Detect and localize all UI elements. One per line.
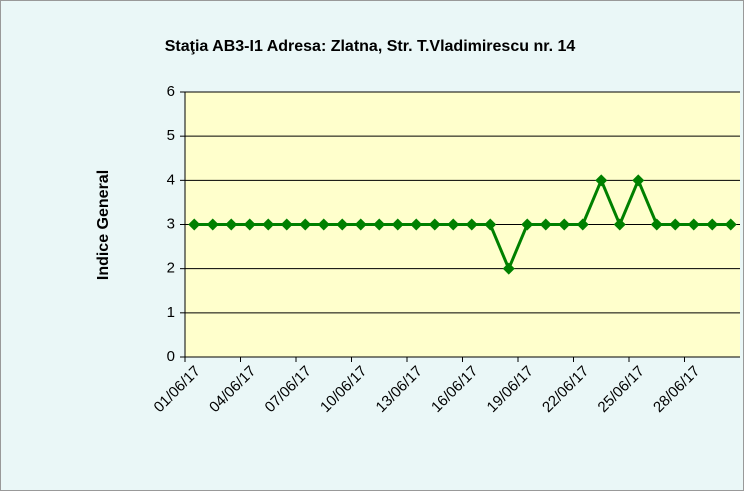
data-point — [576, 218, 589, 231]
data-point — [521, 218, 534, 231]
data-point — [447, 218, 460, 231]
data-point — [558, 218, 571, 231]
data-point — [613, 218, 626, 231]
data-point — [243, 218, 256, 231]
y-tick-label: 5 — [167, 127, 175, 144]
y-tick-label: 4 — [167, 171, 175, 188]
data-point — [262, 218, 275, 231]
data-point — [206, 218, 219, 231]
data-point — [410, 218, 423, 231]
y-axis-label: Indice General — [95, 170, 112, 280]
data-point — [354, 218, 367, 231]
data-point — [225, 218, 238, 231]
data-point — [669, 218, 682, 231]
y-tick-label: 1 — [167, 304, 175, 321]
data-point — [317, 218, 330, 231]
data-point — [539, 218, 552, 231]
data-point — [188, 218, 201, 231]
data-point — [724, 218, 737, 231]
data-point — [299, 218, 312, 231]
data-point — [595, 174, 608, 187]
chart-title: Staţia AB3-I1 Adresa: Zlatna, Str. T.Vla… — [165, 38, 576, 55]
data-point — [391, 218, 404, 231]
data-point — [373, 218, 386, 231]
y-tick-label: 2 — [167, 260, 175, 277]
data-point — [336, 218, 349, 231]
data-point — [280, 218, 293, 231]
data-point — [650, 218, 663, 231]
y-tick-label: 6 — [167, 83, 175, 100]
data-point — [502, 262, 515, 275]
data-point — [687, 218, 700, 231]
data-point — [632, 174, 645, 187]
data-point — [484, 218, 497, 231]
y-tick-label: 3 — [167, 215, 175, 232]
data-point — [706, 218, 719, 231]
data-point — [465, 218, 478, 231]
y-tick-label: 0 — [167, 348, 175, 365]
data-point — [428, 218, 441, 231]
